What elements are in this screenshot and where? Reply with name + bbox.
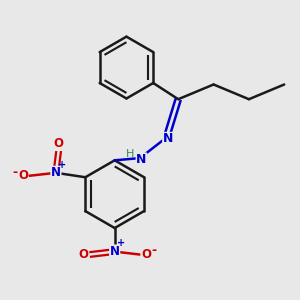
Text: N: N bbox=[110, 245, 120, 258]
Text: H: H bbox=[125, 149, 134, 159]
Text: +: + bbox=[58, 160, 66, 170]
Text: O: O bbox=[141, 248, 151, 261]
Text: -: - bbox=[152, 244, 157, 257]
Text: N: N bbox=[163, 133, 173, 146]
Text: O: O bbox=[78, 248, 88, 261]
Text: O: O bbox=[54, 137, 64, 151]
Text: +: + bbox=[117, 238, 125, 248]
Text: N: N bbox=[51, 166, 61, 179]
Text: -: - bbox=[13, 166, 18, 179]
Text: N: N bbox=[136, 153, 147, 166]
Text: O: O bbox=[18, 169, 28, 182]
